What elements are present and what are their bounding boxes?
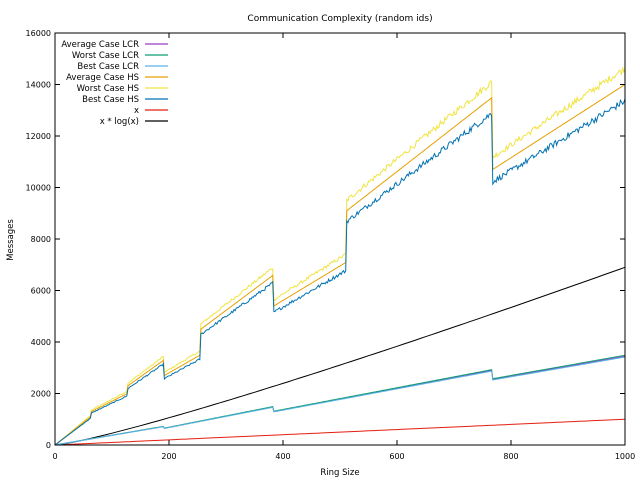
y-tick-label: 10000 xyxy=(26,184,51,193)
x-tick-label: 0 xyxy=(52,452,57,461)
legend-label: Best Case HS xyxy=(82,95,139,105)
ticks-layer: 0 200 400 600 800 100002000400060008000100001… xyxy=(26,29,636,461)
y-tick-label: 16000 xyxy=(26,29,51,38)
legend-label: Worst Case LCR xyxy=(72,51,139,61)
y-tick-label: 4000 xyxy=(31,338,51,347)
series-line-hs-avg xyxy=(54,84,626,446)
x-tick-label: 200 xyxy=(161,452,176,461)
series-line-hs-worst xyxy=(54,67,626,446)
y-tick-label: 8000 xyxy=(31,235,51,244)
x-tick-label: 400 xyxy=(275,452,290,461)
y-tick-label: 14000 xyxy=(26,81,51,90)
series-line-x xyxy=(54,418,626,446)
y-tick-label: 6000 xyxy=(31,287,51,296)
x-tick-label: 600 xyxy=(389,452,404,461)
series-layer xyxy=(54,67,626,446)
y-tick-label: 0 xyxy=(46,441,51,450)
series-line-hs-best xyxy=(54,98,626,446)
legend-label: Average Case LCR xyxy=(61,40,139,50)
x-axis-label: Ring Size xyxy=(320,468,359,478)
series-line-lcr-best xyxy=(54,356,626,446)
chart-title: Communication Complexity (random ids) xyxy=(247,14,432,24)
y-tick-label: 2000 xyxy=(31,390,51,399)
y-tick-label: 12000 xyxy=(26,132,51,141)
y-axis-label: Messages xyxy=(6,219,16,261)
series-line-lcr-worst xyxy=(54,354,626,446)
x-tick-label: 1000 xyxy=(615,452,635,461)
x-tick-label: 800 xyxy=(503,452,518,461)
legend-label: Worst Case HS xyxy=(77,84,139,94)
legend-label: x xyxy=(134,106,139,116)
legend-label: x * log(x) xyxy=(100,117,139,127)
series-line-xlogx xyxy=(54,266,626,446)
plot-frame xyxy=(54,32,626,446)
legend-label: Average Case HS xyxy=(66,73,139,83)
legend-label: Best Case LCR xyxy=(77,62,139,72)
